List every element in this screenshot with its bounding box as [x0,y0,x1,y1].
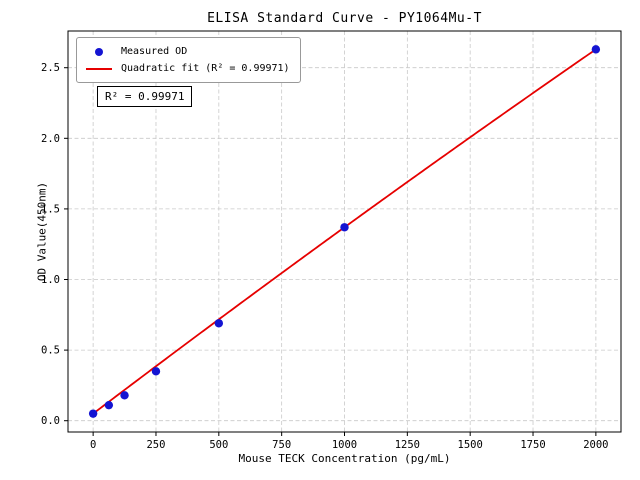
fit-line-icon [84,67,114,70]
data-point [214,319,224,328]
r-squared-annotation: R² = 0.99971 [97,86,193,107]
x-axis-label: Mouse TECK Concentration (pg/mL) [238,452,451,465]
legend-entry-measured-od: Measured OD [84,43,290,60]
data-point [88,409,98,418]
y-tick-label: 1.5 [41,203,60,215]
data-point [120,391,129,400]
blue-dot-icon [95,47,103,56]
x-tick-label: 1250 [395,439,420,451]
x-tick-label: 1500 [458,439,483,451]
legend: Measured OD Quadratic fit (R² = 0.99971) [76,37,301,83]
y-tick-label: 0.5 [41,345,60,357]
data-point [104,400,114,410]
data-point [151,367,161,376]
legend-label-quadratic-fit: Quadratic fit (R² = 0.99971) [121,63,290,74]
red-line-icon [86,67,112,70]
x-tick-label: 1750 [520,439,545,451]
x-tick-label: 1000 [332,439,357,451]
tick-layer: 0 250 500 750 1000 1250 1500 1750 2000 0.0 0.5 1.0 1… [41,62,608,451]
x-tick-label: 500 [209,439,228,451]
x-tick-label: 0 [90,439,96,451]
chart-title: ELISA Standard Curve - PY1064Mu-T [207,11,482,26]
y-tick-label: 2.0 [41,133,60,145]
legend-label-measured-od: Measured OD [121,46,188,57]
data-point [591,45,601,54]
y-tick-label: 0.0 [41,415,60,427]
scatter-points [88,45,601,418]
x-tick-label: 750 [272,439,291,451]
x-tick-label: 2000 [583,439,608,451]
legend-entry-quadratic-fit: Quadratic fit (R² = 0.99971) [84,60,290,77]
y-tick-label: 2.5 [41,62,60,74]
data-point [340,223,349,232]
y-tick-label: 1.0 [41,274,60,286]
x-tick-label: 250 [146,439,165,451]
scatter-marker-icon [84,47,114,56]
y-axis-label: OD Value(450nm) [35,181,49,282]
